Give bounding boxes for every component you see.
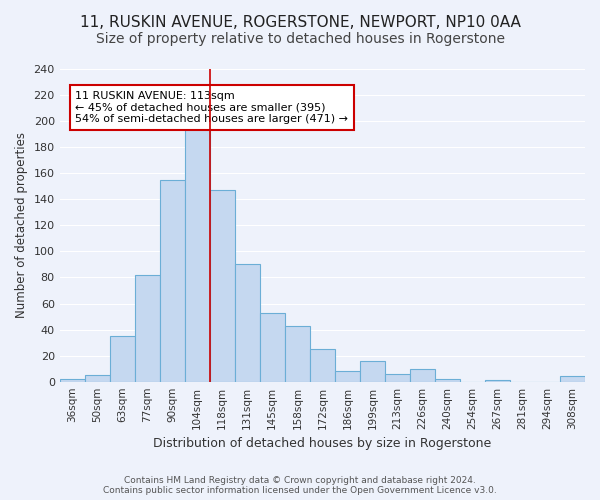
Bar	[410, 368, 435, 382]
X-axis label: Distribution of detached houses by size in Rogerstone: Distribution of detached houses by size …	[153, 437, 491, 450]
Bar	[110, 336, 135, 382]
Bar	[310, 349, 335, 382]
Bar	[160, 180, 185, 382]
Bar	[335, 372, 360, 382]
Y-axis label: Number of detached properties: Number of detached properties	[15, 132, 28, 318]
Text: 11 RUSKIN AVENUE: 113sqm
← 45% of detached houses are smaller (395)
54% of semi-: 11 RUSKIN AVENUE: 113sqm ← 45% of detach…	[76, 91, 349, 124]
Bar	[85, 375, 110, 382]
Bar	[435, 379, 460, 382]
Bar	[185, 88, 210, 382]
Bar	[485, 380, 510, 382]
Bar	[59, 379, 85, 382]
Bar	[560, 376, 585, 382]
Text: Size of property relative to detached houses in Rogerstone: Size of property relative to detached ho…	[95, 32, 505, 46]
Bar	[260, 312, 285, 382]
Text: Contains HM Land Registry data © Crown copyright and database right 2024.
Contai: Contains HM Land Registry data © Crown c…	[103, 476, 497, 495]
Bar	[235, 264, 260, 382]
Bar	[210, 190, 235, 382]
Bar	[285, 326, 310, 382]
Bar	[385, 374, 410, 382]
Bar	[135, 275, 160, 382]
Bar	[360, 361, 385, 382]
Text: 11, RUSKIN AVENUE, ROGERSTONE, NEWPORT, NP10 0AA: 11, RUSKIN AVENUE, ROGERSTONE, NEWPORT, …	[80, 15, 520, 30]
